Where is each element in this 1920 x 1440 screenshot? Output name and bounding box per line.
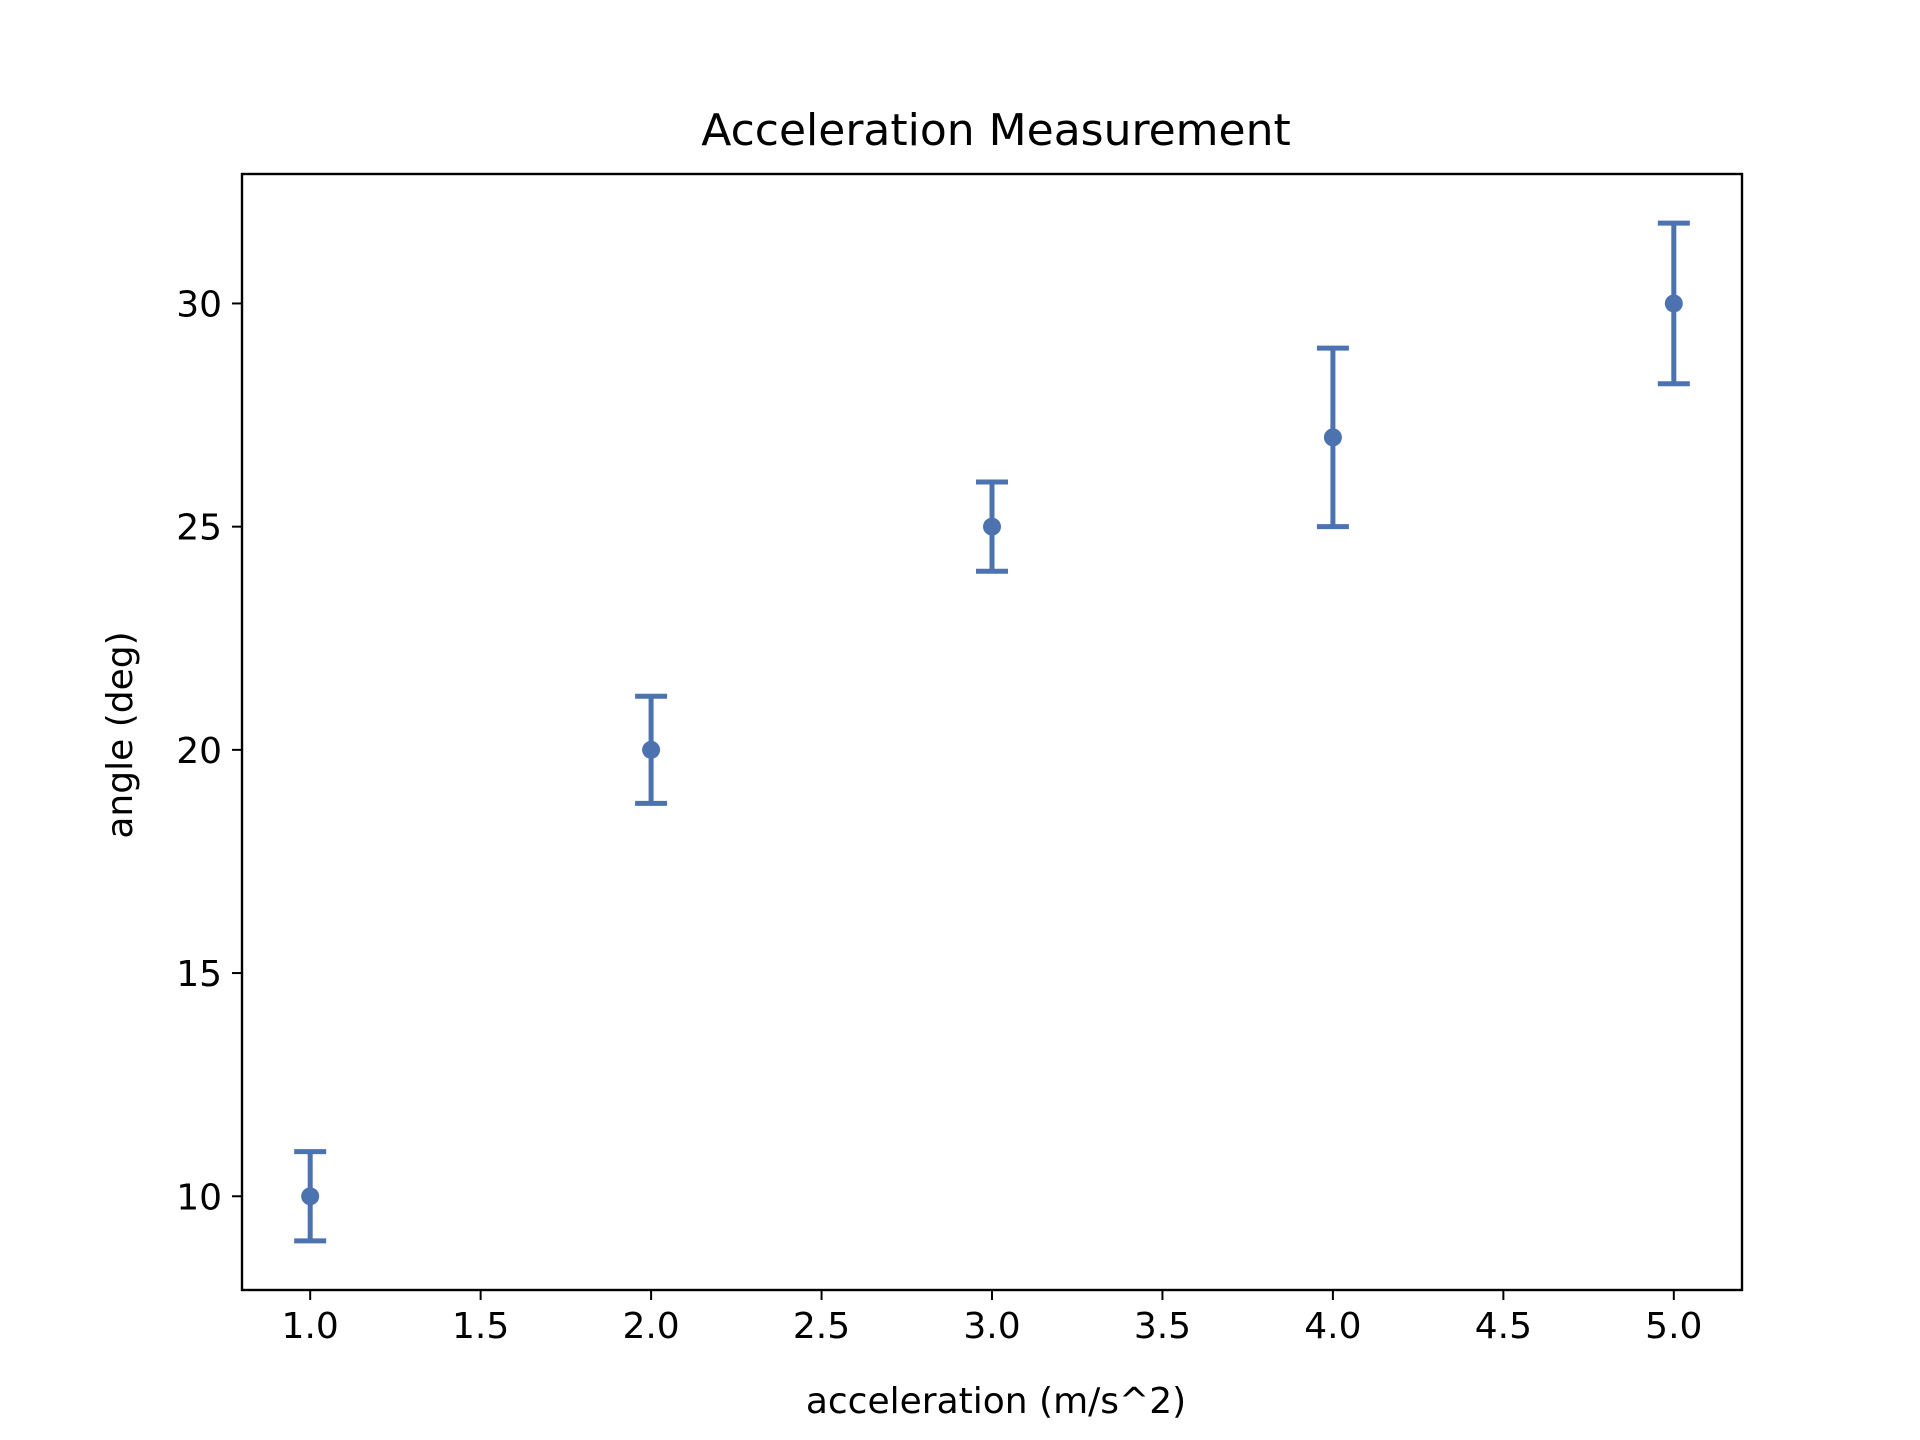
x-tick-label: 3.5	[1134, 1306, 1191, 1347]
y-tick-label: 30	[176, 284, 222, 325]
y-axis-ticks: 10 15 20 25 30	[176, 284, 242, 1218]
x-tick-label: 4.5	[1475, 1306, 1532, 1347]
x-axis-ticks: 1.0 1.5 2.0 2.5 3.0 3.5 4.0 4.5 5.0	[282, 1290, 1702, 1347]
y-tick-label: 15	[176, 954, 222, 995]
data-point	[1323, 428, 1342, 447]
y-tick-label: 20	[176, 731, 222, 772]
y-axis-label: angle (deg)	[100, 631, 141, 838]
data-point	[642, 740, 661, 759]
chart-title: Acceleration Measurement	[701, 105, 1290, 156]
x-tick-label: 3.0	[963, 1306, 1020, 1347]
y-tick-label: 25	[176, 508, 222, 549]
x-axis-label: acceleration (m/s^2)	[806, 1381, 1186, 1422]
x-tick-label: 1.5	[452, 1306, 509, 1347]
data-point	[983, 517, 1001, 536]
x-tick-label: 5.0	[1645, 1306, 1702, 1347]
x-tick-label: 2.5	[793, 1306, 850, 1347]
x-tick-label: 4.0	[1304, 1306, 1361, 1347]
x-tick-label: 2.0	[622, 1306, 679, 1347]
plot-area-frame	[240, 172, 1744, 1292]
y-tick-label: 10	[176, 1177, 222, 1218]
data-point	[1664, 294, 1683, 313]
x-tick-label: 1.0	[282, 1306, 339, 1347]
data-series	[294, 220, 1690, 1244]
data-point	[301, 1187, 320, 1206]
